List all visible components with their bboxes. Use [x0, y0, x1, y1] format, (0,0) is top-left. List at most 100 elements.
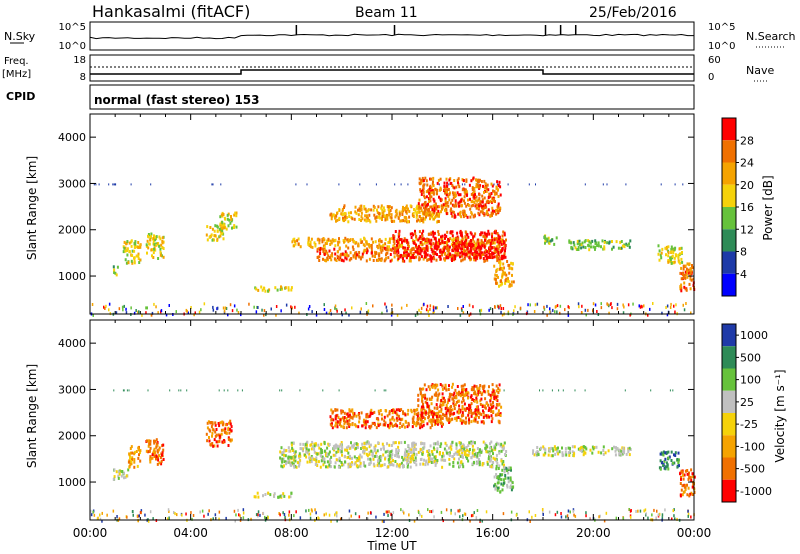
data-cell — [323, 253, 326, 256]
data-cell — [433, 203, 436, 207]
data-cell — [155, 243, 158, 247]
data-cell — [420, 387, 423, 391]
data-cell — [299, 447, 302, 450]
data-cell — [420, 217, 423, 220]
data-cell — [351, 456, 353, 460]
data-cell — [416, 417, 419, 421]
data-cell — [362, 446, 365, 450]
data-cell — [496, 254, 499, 258]
data-cell — [213, 238, 215, 242]
data-cell — [407, 456, 410, 460]
data-cell — [420, 209, 423, 213]
data-cell — [418, 249, 421, 253]
data-cell — [160, 459, 163, 463]
data-cell — [422, 184, 425, 188]
data-cell — [365, 251, 368, 255]
data-cell — [498, 260, 501, 264]
data-cell — [412, 254, 415, 257]
data-cell — [503, 465, 506, 469]
data-cell — [465, 179, 468, 183]
scatter-cell — [311, 310, 313, 314]
data-cell — [350, 463, 353, 467]
data-cell — [326, 453, 329, 457]
data-cell — [338, 208, 341, 212]
scatter-cell — [334, 304, 337, 308]
data-cell — [621, 452, 624, 456]
scatter-cell — [672, 389, 674, 392]
data-cell — [573, 452, 576, 456]
data-cell — [419, 413, 422, 417]
scatter-cell — [375, 515, 377, 519]
data-cell — [321, 238, 324, 242]
data-cell — [493, 264, 496, 268]
data-cell — [463, 210, 466, 214]
scatter-cell — [585, 313, 587, 317]
scatter-cell — [168, 516, 170, 520]
data-cell — [460, 243, 463, 247]
data-cell — [430, 457, 433, 461]
data-cell — [571, 247, 574, 251]
data-cell — [555, 447, 558, 451]
scatter-cell — [598, 515, 600, 519]
data-cell — [679, 285, 682, 289]
data-cell — [561, 454, 564, 458]
data-cell — [543, 235, 546, 239]
data-cell — [476, 454, 479, 458]
data-cell — [154, 451, 157, 455]
data-cell — [461, 178, 464, 182]
scatter-cell — [146, 306, 148, 310]
data-cell — [332, 418, 335, 422]
data-cell — [418, 177, 421, 181]
data-cell — [211, 434, 213, 438]
data-cell — [407, 459, 410, 463]
data-cell — [405, 256, 408, 260]
data-cell — [625, 242, 628, 246]
scatter-cell — [265, 313, 267, 317]
data-cell — [416, 219, 418, 223]
data-cell — [441, 234, 444, 238]
data-cell — [449, 419, 452, 423]
data-cell — [380, 464, 382, 468]
data-cell — [228, 421, 230, 425]
scatter-cell — [275, 313, 277, 317]
scatter-cell — [192, 514, 195, 517]
data-cell — [459, 394, 462, 398]
data-cell — [454, 215, 457, 218]
data-cell — [460, 215, 463, 219]
data-cell — [205, 432, 208, 436]
data-cell — [340, 212, 343, 216]
scatter-cell — [630, 515, 632, 519]
data-cell — [472, 235, 475, 239]
scatter-cell — [445, 508, 448, 512]
data-cell — [365, 240, 368, 244]
data-cell — [659, 253, 662, 257]
data-cell — [364, 420, 367, 424]
data-cell — [548, 448, 551, 452]
data-cell — [395, 450, 398, 453]
scatter-cell — [616, 307, 619, 311]
data-cell — [386, 245, 389, 249]
data-cell — [302, 442, 305, 446]
data-cell — [425, 246, 428, 250]
data-cell — [349, 239, 351, 242]
data-cell — [282, 457, 285, 461]
data-cell — [422, 405, 425, 409]
data-cell — [372, 240, 375, 244]
data-cell — [148, 439, 150, 443]
data-cell — [487, 403, 490, 407]
data-cell — [281, 465, 284, 469]
data-cell — [488, 253, 491, 256]
data-cell — [413, 441, 416, 445]
scatter-cell — [125, 311, 128, 315]
data-cell — [508, 266, 511, 270]
scatter-cell — [488, 308, 490, 312]
data-cell — [448, 457, 451, 461]
data-cell — [342, 212, 344, 216]
data-cell — [493, 397, 496, 401]
data-cell — [370, 208, 373, 212]
data-cell — [361, 252, 364, 256]
data-cell — [161, 241, 164, 245]
data-cell — [460, 384, 463, 388]
data-cell — [476, 184, 479, 187]
data-cell — [503, 441, 506, 445]
